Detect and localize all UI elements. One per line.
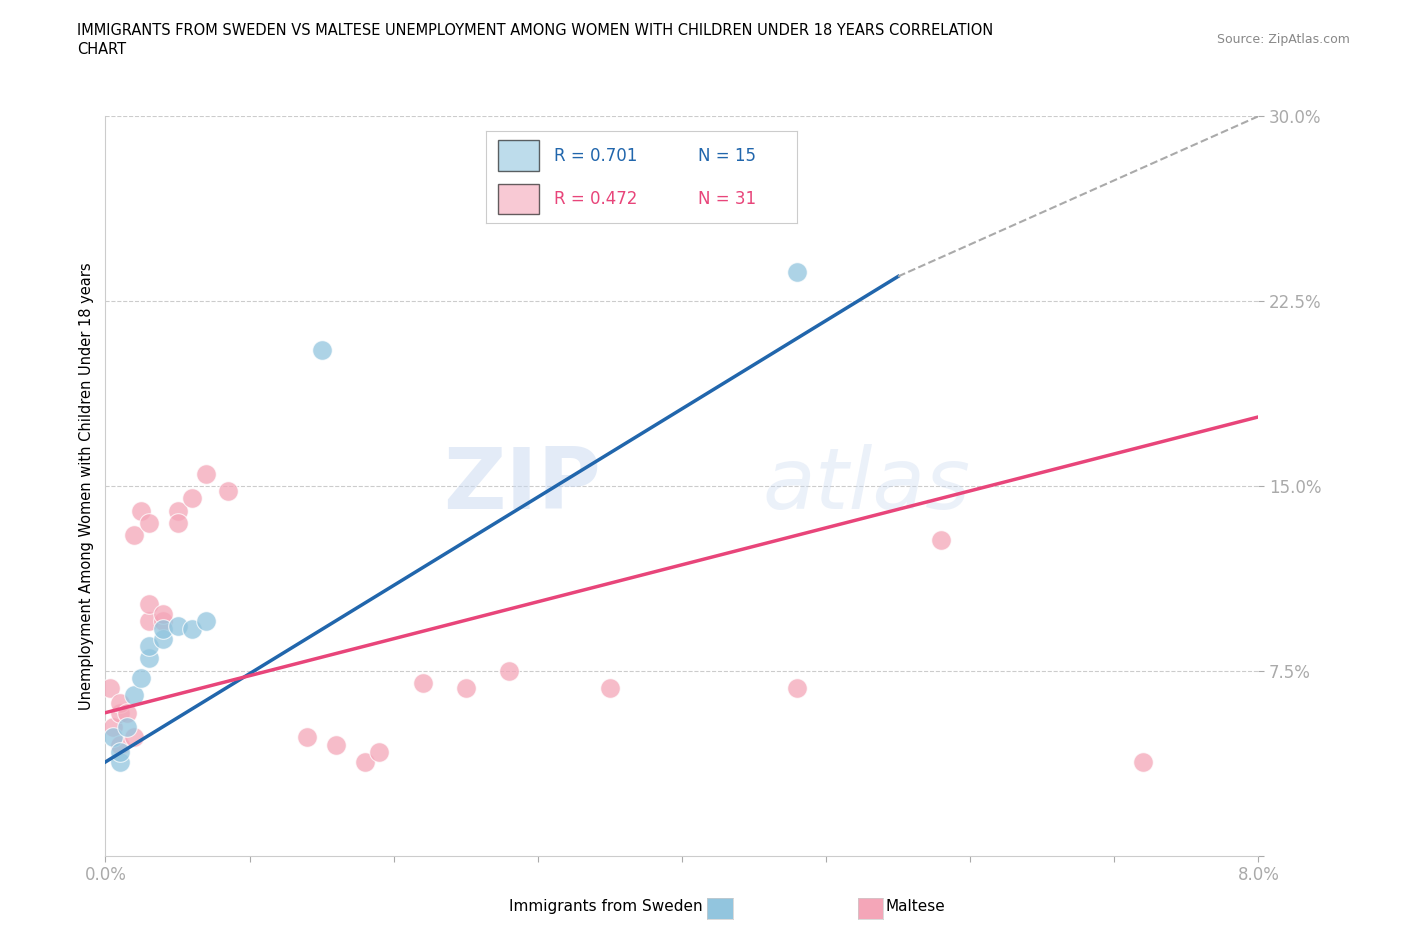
Point (454, 681, 477, 696)
Point (180, 621, 204, 636)
Point (138, 651, 160, 666)
Point (124, 688, 146, 703)
Point (138, 515, 160, 530)
Point (124, 528, 146, 543)
Point (641, 163, 665, 178)
Point (368, 745, 391, 760)
Point (101, 730, 124, 745)
Point (115, 720, 138, 735)
Point (108, 696, 131, 711)
Point (325, 737, 347, 752)
Point (217, 484, 239, 498)
Point (152, 621, 174, 636)
Point (108, 745, 131, 760)
Point (311, 343, 333, 358)
Point (115, 705, 138, 720)
Text: CHART: CHART (77, 42, 127, 57)
Point (108, 705, 131, 720)
Point (131, 503, 153, 518)
Point (166, 515, 188, 530)
Point (354, 754, 377, 769)
Text: atlas: atlas (762, 445, 970, 527)
Text: Source: ZipAtlas.com: Source: ZipAtlas.com (1216, 33, 1350, 46)
Point (195, 614, 218, 629)
Text: Immigrants from Sweden: Immigrants from Sweden (509, 899, 703, 914)
Point (152, 614, 174, 629)
Point (411, 675, 433, 690)
Point (138, 597, 160, 612)
Point (180, 491, 204, 506)
Point (138, 639, 160, 654)
Point (498, 663, 520, 678)
Point (108, 754, 131, 769)
Point (131, 671, 153, 685)
Point (138, 614, 160, 629)
Point (101, 720, 124, 735)
Point (124, 730, 146, 745)
Point (152, 631, 174, 646)
Point (195, 466, 218, 481)
Point (108, 737, 131, 752)
Point (931, 533, 953, 548)
Point (166, 619, 188, 634)
Point (98, 681, 121, 696)
Y-axis label: Unemployment Among Women with Children Under 18 years: Unemployment Among Women with Children U… (79, 262, 94, 710)
Point (152, 606, 174, 621)
Text: ZIP: ZIP (443, 445, 602, 527)
Point (786, 681, 808, 696)
Text: IMMIGRANTS FROM SWEDEN VS MALTESE UNEMPLOYMENT AMONG WOMEN WITH CHILDREN UNDER 1: IMMIGRANTS FROM SWEDEN VS MALTESE UNEMPL… (77, 23, 994, 38)
Point (166, 503, 188, 518)
Point (1132, 754, 1154, 769)
Text: Maltese: Maltese (886, 899, 945, 914)
Point (599, 681, 621, 696)
Point (786, 264, 808, 279)
Point (297, 730, 319, 745)
